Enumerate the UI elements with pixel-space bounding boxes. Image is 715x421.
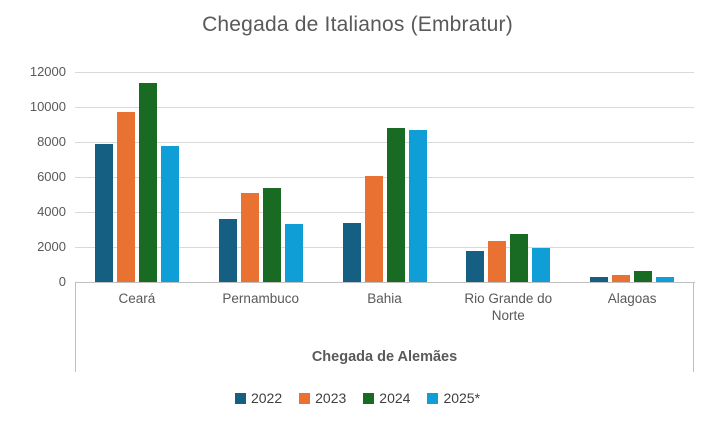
- legend-label: 2022: [250, 390, 283, 406]
- legend-label: 2025*: [443, 390, 481, 406]
- gridline: [75, 142, 694, 143]
- bar-2023-Ceará: [116, 112, 135, 283]
- x-axis-category-label: Bahia: [367, 291, 402, 306]
- gridline: [75, 177, 694, 178]
- secondary-axis-box: Chegada de Alemães: [75, 282, 694, 372]
- y-axis-tick-label: 4000: [37, 204, 66, 219]
- bar-2022-Rio Grande do Norte: [466, 250, 485, 282]
- y-axis-tick-label: 2000: [37, 239, 66, 254]
- bar-2024-Ceará: [138, 82, 157, 282]
- legend-label: 2023: [315, 390, 347, 406]
- secondary-axis-label: Chegada de Alemães: [311, 349, 458, 365]
- legend-swatch-icon: [363, 392, 375, 404]
- legend-item-2023: 2023: [299, 390, 346, 406]
- legend-label: 2024: [379, 390, 411, 406]
- x-axis-line: [75, 282, 695, 283]
- bar-2023-Alagoas: [612, 274, 631, 282]
- x-axis-category-label: Alagoas: [607, 291, 657, 306]
- legend-item-2024: 2024: [363, 390, 410, 406]
- y-axis-tick-label: 0: [58, 274, 66, 289]
- gridline: [75, 72, 694, 73]
- x-axis-category-label: Ceará: [118, 291, 156, 306]
- y-axis-tick-label: 6000: [37, 169, 66, 184]
- bar-2024-Bahia: [386, 127, 405, 282]
- bar-2025*-Ceará: [160, 146, 179, 282]
- chart-title: Chegada de Italianos (Embratur): [202, 13, 513, 36]
- bar-2022-Ceará: [94, 143, 113, 283]
- gridline: [75, 247, 694, 248]
- y-axis-tick-label: 10000: [29, 99, 66, 114]
- legend: 2022 2023 2024 2025*: [0, 390, 715, 406]
- x-axis-category-label: Pernambuco: [222, 291, 299, 306]
- gridline: [75, 212, 694, 213]
- bar-2023-Pernambuco: [240, 193, 259, 282]
- bar-2025*-Pernambuco: [284, 223, 303, 282]
- y-axis-tick-label: 12000: [29, 64, 66, 79]
- y-axis-tick-label: 8000: [37, 134, 66, 149]
- legend-item-2025*: 2025*: [427, 390, 480, 406]
- gridline: [75, 107, 694, 108]
- bar-2024-Rio Grande do Norte: [510, 234, 529, 282]
- bar-2023-Rio Grande do Norte: [488, 241, 507, 283]
- bar-2025*-Alagoas: [656, 276, 675, 282]
- bar-2022-Bahia: [342, 223, 361, 282]
- bar-2024-Alagoas: [634, 271, 653, 282]
- bar-2025*-Bahia: [408, 130, 427, 282]
- bar-2023-Bahia: [364, 175, 383, 282]
- bar-2022-Pernambuco: [218, 219, 237, 282]
- bar-2024-Pernambuco: [262, 188, 281, 282]
- legend-swatch-icon: [299, 392, 311, 404]
- legend-item-2022: 2022: [234, 390, 283, 406]
- bar-2025*-Rio Grande do Norte: [532, 248, 551, 282]
- x-axis-category-label: Rio Grande do Norte: [464, 291, 553, 323]
- bar-2022-Alagoas: [590, 276, 609, 282]
- legend-swatch-icon: [234, 392, 246, 404]
- legend-swatch-icon: [427, 392, 439, 404]
